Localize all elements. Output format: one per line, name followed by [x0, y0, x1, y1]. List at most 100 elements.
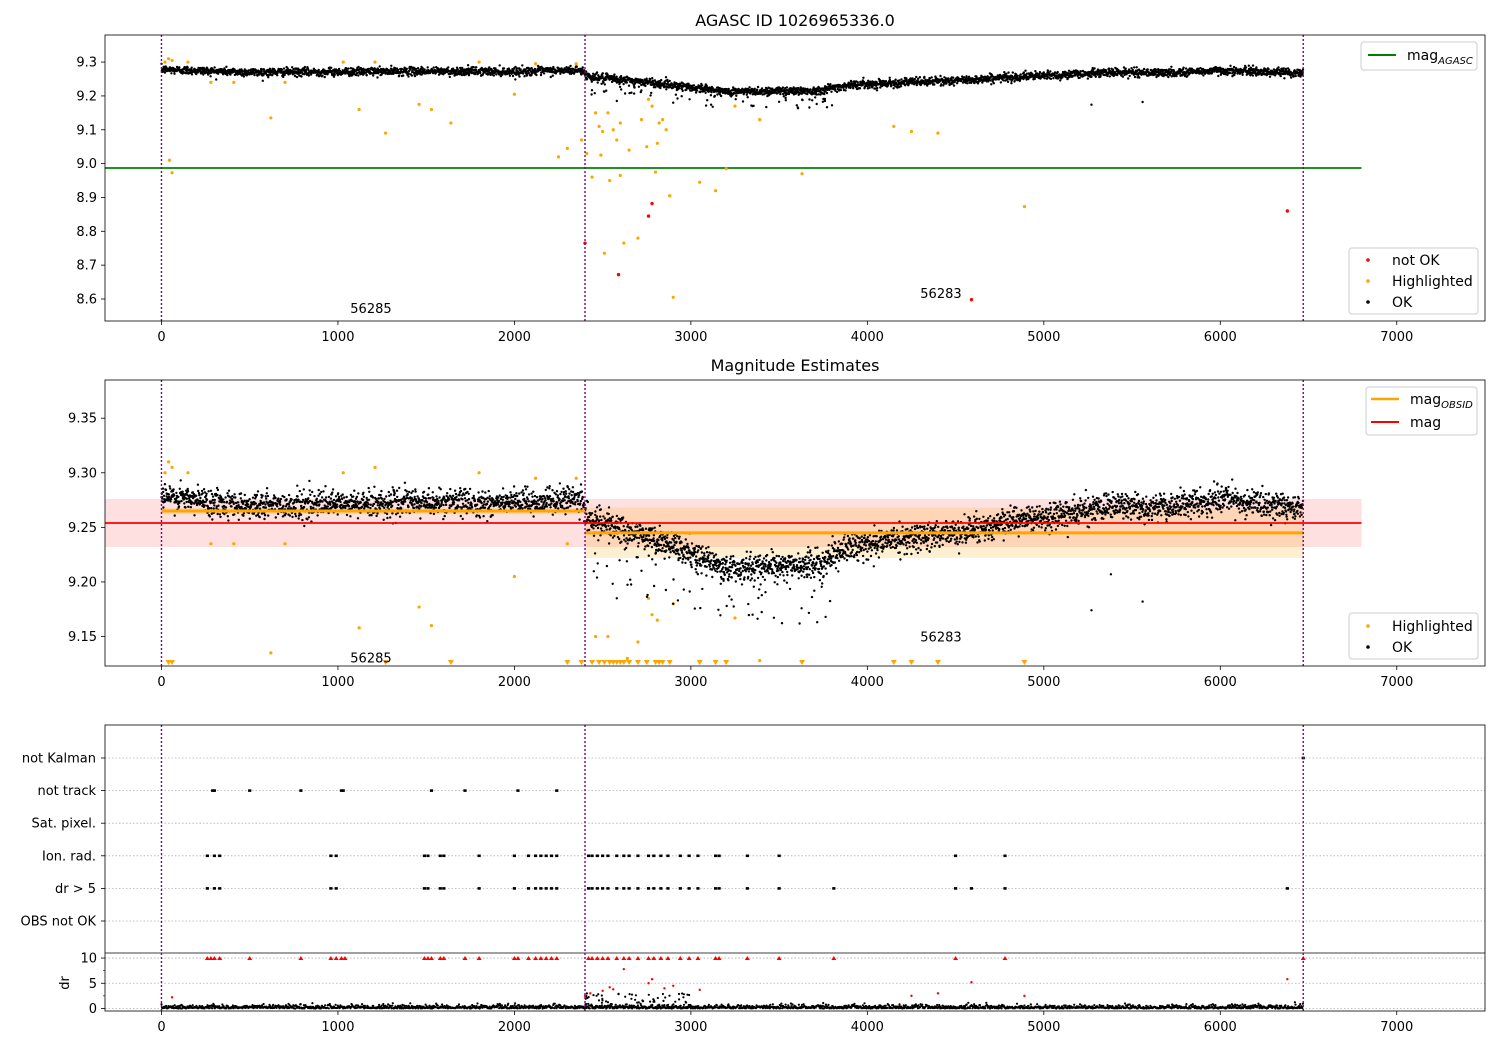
highlighted-point: [357, 626, 361, 630]
highlighted-point: [417, 605, 421, 609]
ok-point: [1046, 69, 1050, 72]
ok-point: [213, 501, 216, 504]
highlighted-point: [655, 618, 659, 622]
ok-point: [259, 503, 262, 507]
ok-point: [1099, 74, 1102, 78]
ok-point: [267, 514, 270, 517]
plot-area: 0 1000 2000 3000 4000 5000 6000 70008.68.78.88.…: [76, 34, 1486, 345]
ok-point: [210, 507, 213, 510]
ok-point: [293, 501, 296, 504]
x-tick-label: 6000: [1204, 330, 1237, 345]
ok-point: [1184, 72, 1188, 76]
ok-point: [226, 73, 229, 77]
ok-point: [345, 513, 349, 517]
ok-point: [1128, 74, 1131, 78]
ok-point: [263, 517, 266, 521]
ok-point: [278, 500, 282, 504]
ok-point: [308, 479, 311, 483]
ok-point: [601, 75, 604, 78]
highlighted-point: [636, 640, 640, 644]
ok-point: [169, 498, 173, 501]
ok-point: [1006, 80, 1010, 84]
ok-point: [596, 81, 599, 84]
ok-point: [229, 73, 232, 76]
highlighted-point: [170, 171, 174, 175]
ok-point: [321, 500, 324, 503]
ok-point: [1078, 76, 1081, 80]
ok-point: [501, 73, 504, 76]
ok-point: [814, 96, 817, 99]
ok-point: [265, 492, 268, 495]
ok-point: [542, 72, 546, 75]
ok-point: [186, 489, 190, 493]
ok-point: [694, 91, 698, 94]
ok-point: [569, 64, 572, 68]
ok-point: [276, 512, 280, 516]
ok-point: [785, 86, 789, 89]
ok-point: [207, 490, 210, 493]
ok-point: [180, 499, 183, 503]
ok-point: [204, 494, 208, 497]
ok-point: [523, 75, 526, 78]
ok-point: [784, 96, 787, 100]
highlighted-point: [671, 295, 675, 299]
ok-point: [1233, 71, 1237, 74]
ok-point: [169, 487, 172, 490]
ok-point: [709, 94, 713, 97]
ok-point: [169, 500, 172, 503]
ok-point: [858, 87, 862, 90]
y-tick-label: 9.3: [76, 56, 97, 71]
ok-point: [472, 65, 475, 69]
ok-point: [409, 68, 412, 71]
ok-point: [274, 496, 277, 500]
highlighted-point: [477, 60, 481, 64]
ok-point: [711, 105, 714, 109]
ok-point: [286, 507, 290, 510]
highlighted-point: [636, 236, 640, 240]
ok-point: [900, 78, 903, 81]
ok-point: [183, 502, 186, 505]
highlighted-point: [650, 613, 654, 617]
ok-point: [261, 494, 264, 497]
ok-point: [162, 494, 166, 497]
ok-point: [203, 504, 206, 507]
ok-point: [600, 82, 603, 86]
ok-point: [355, 71, 359, 75]
ok-point: [756, 88, 759, 92]
ok-point: [701, 84, 704, 87]
ok-point: [357, 492, 360, 495]
highlighted-point: [1022, 205, 1027, 209]
ok-point: [288, 514, 292, 517]
ok-point: [777, 100, 781, 104]
ok-point: [890, 83, 893, 87]
highlighted-point: [800, 172, 804, 176]
highlighted-point: [602, 251, 607, 255]
ok-point: [888, 76, 891, 80]
ok-point: [559, 72, 562, 75]
ok-point: [1283, 77, 1286, 80]
ok-point: [177, 495, 180, 499]
highlighted-point: [601, 129, 605, 134]
ok-point: [844, 89, 847, 92]
ok-point: [332, 75, 336, 78]
ok-point: [265, 487, 269, 490]
ok-point: [413, 74, 417, 78]
highlighted-point: [449, 121, 453, 125]
ok-point: [1282, 67, 1286, 70]
ok-point: [1241, 73, 1244, 77]
ok-point: [298, 489, 301, 493]
ok-point: [210, 71, 213, 75]
not-ok-point: [969, 297, 974, 302]
highlighted-point: [724, 167, 728, 171]
highlighted-point: [655, 141, 659, 145]
highlighted-point: [733, 104, 737, 108]
ok-point: [355, 504, 359, 508]
y-tick-label: 9.2: [76, 89, 97, 104]
ok-point: [1229, 64, 1232, 68]
ok-point: [1043, 77, 1046, 80]
highlighted-point: [283, 80, 287, 84]
ok-point: [615, 99, 618, 103]
ok-point: [1133, 75, 1137, 79]
ok-point: [405, 67, 408, 71]
y-tick-label: 9.20: [68, 575, 97, 590]
